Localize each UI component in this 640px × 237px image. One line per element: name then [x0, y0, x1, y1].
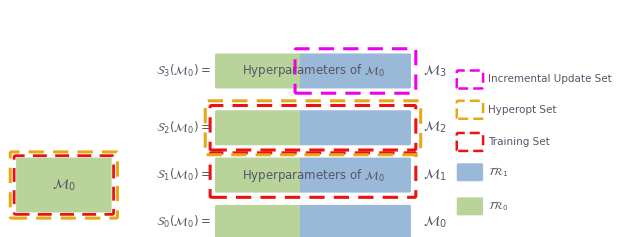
Text: $\mathcal{S}_1(\mathcal{M}_0) =$: $\mathcal{S}_1(\mathcal{M}_0) =$: [156, 167, 211, 183]
Text: $\mathcal{M}_2$: $\mathcal{M}_2$: [423, 120, 447, 136]
FancyBboxPatch shape: [215, 158, 303, 193]
FancyBboxPatch shape: [300, 110, 411, 145]
Text: $\mathcal{M}_1$: $\mathcal{M}_1$: [423, 167, 447, 183]
Text: $\mathcal{M}_0$: $\mathcal{M}_0$: [52, 177, 76, 193]
Text: $\mathcal{S}_3(\mathcal{M}_0) =$: $\mathcal{S}_3(\mathcal{M}_0) =$: [156, 63, 211, 79]
Text: $\mathcal{S}_2(\mathcal{M}_0) =$: $\mathcal{S}_2(\mathcal{M}_0) =$: [156, 120, 211, 136]
Text: $\mathcal{M}_0$: $\mathcal{M}_0$: [423, 215, 447, 230]
FancyBboxPatch shape: [300, 205, 411, 237]
FancyBboxPatch shape: [457, 197, 483, 215]
FancyBboxPatch shape: [215, 110, 303, 145]
Text: Training Set: Training Set: [488, 137, 550, 147]
Text: Hyperopt Set: Hyperopt Set: [488, 105, 557, 115]
Text: Hyperparameters of $\mathcal{M}_0$: Hyperparameters of $\mathcal{M}_0$: [242, 167, 384, 184]
Text: $\mathcal{M}_3$: $\mathcal{M}_3$: [423, 63, 447, 79]
FancyBboxPatch shape: [215, 54, 303, 88]
FancyBboxPatch shape: [300, 158, 411, 193]
Text: Hyperparameters of $\mathcal{M}_0$: Hyperparameters of $\mathcal{M}_0$: [242, 63, 384, 79]
FancyBboxPatch shape: [16, 158, 111, 212]
Text: $\mathcal{TR}_0$: $\mathcal{TR}_0$: [488, 199, 509, 213]
Text: $\mathcal{S}_0(\mathcal{M}_0) =$: $\mathcal{S}_0(\mathcal{M}_0) =$: [156, 214, 211, 230]
Text: Incremental Update Set: Incremental Update Set: [488, 74, 612, 85]
Text: $\mathcal{TR}_1$: $\mathcal{TR}_1$: [488, 165, 509, 179]
FancyBboxPatch shape: [457, 163, 483, 181]
FancyBboxPatch shape: [300, 54, 411, 88]
FancyBboxPatch shape: [215, 205, 303, 237]
